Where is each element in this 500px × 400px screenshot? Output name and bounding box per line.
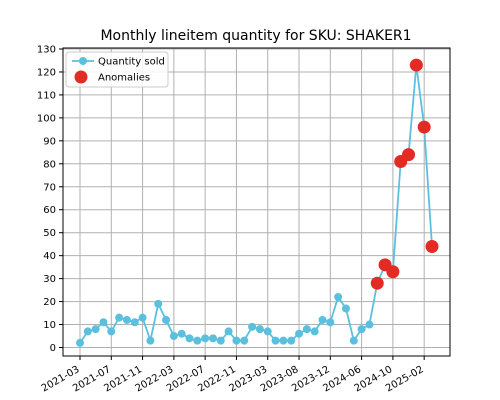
y-tick-label: 70	[43, 182, 56, 193]
y-tick-label: 120	[37, 67, 56, 78]
quantity-sold-point	[240, 336, 249, 345]
y-tick-label: 40	[43, 251, 56, 262]
quantity-sold-point	[138, 313, 147, 322]
y-tick-label: 10	[43, 320, 56, 331]
quantity-sold-point	[365, 320, 374, 329]
quantity-sold-point	[302, 325, 311, 334]
quantity-sold-point	[341, 304, 350, 313]
y-tick-label: 90	[43, 136, 56, 147]
quantity-sold-point	[169, 332, 178, 341]
anomaly-point	[402, 148, 416, 162]
quantity-sold-point	[201, 334, 210, 343]
quantity-sold-point	[287, 336, 296, 345]
y-tick-label: 50	[43, 228, 56, 239]
quantity-sold-point	[279, 336, 288, 345]
quantity-sold-point	[122, 315, 131, 324]
grid	[63, 48, 450, 356]
quantity-sold-point	[177, 329, 186, 338]
y-tick-label: 60	[43, 205, 56, 216]
legend-label-quantity-sold: Quantity sold	[98, 57, 165, 68]
y-tick-label: 130	[37, 45, 56, 56]
quantity-sold-point	[326, 318, 335, 327]
quantity-sold-point	[295, 329, 304, 338]
anomaly-point	[370, 276, 384, 290]
quantity-sold-point	[334, 292, 343, 301]
y-tick-label: 100	[37, 113, 56, 124]
quantity-sold-point	[91, 325, 100, 334]
anomaly-point	[425, 239, 439, 253]
y-tick-label: 20	[43, 297, 56, 308]
quantity-sold-point	[224, 327, 233, 336]
quantity-sold-point	[193, 336, 202, 345]
quantity-sold-point	[357, 325, 366, 334]
quantity-sold-point	[115, 313, 124, 322]
quantity-sold-point	[107, 327, 116, 336]
quantity-sold-point	[76, 338, 84, 347]
series-quantity-sold	[76, 61, 436, 347]
quantity-sold-point	[349, 336, 358, 345]
legend: Quantity sold Anomalies	[65, 51, 169, 88]
quantity-sold-point	[255, 325, 264, 334]
plot-area	[62, 47, 451, 357]
quantity-sold-point	[99, 318, 108, 327]
quantity-sold-point	[162, 315, 171, 324]
quantity-sold-point	[216, 336, 225, 345]
quantity-sold-point	[130, 318, 139, 327]
quantity-sold-point	[248, 322, 257, 331]
quantity-sold-point	[232, 336, 241, 345]
quantity-sold-point	[185, 334, 194, 343]
quantity-sold-point	[146, 336, 155, 345]
y-tick-label: 0	[50, 343, 56, 354]
legend-marker-anomalies	[74, 70, 88, 84]
y-axis: 0 10 20 30 40 50 60 70 80 90 100 110 120 130	[37, 45, 63, 354]
quantity-sold-point	[310, 327, 319, 336]
quantity-sold-point	[318, 315, 327, 324]
chart-title: Monthly lineitem quantity for SKU: SHAKE…	[100, 28, 411, 44]
legend-label-anomalies: Anomalies	[98, 73, 150, 84]
quantity-sold-point	[271, 336, 280, 345]
legend-marker-quantity-sold	[79, 57, 87, 65]
quantity-sold-line	[79, 64, 433, 344]
anomaly-point	[386, 265, 400, 279]
series-anomalies	[370, 58, 439, 290]
anomaly-point	[409, 58, 423, 72]
quantity-sold-point	[208, 334, 217, 343]
y-tick-label: 30	[43, 274, 56, 285]
x-axis: 2021-032021-072021-112022-032022-072022-…	[40, 356, 426, 394]
y-tick-label: 80	[43, 159, 56, 170]
quantity-sold-point	[154, 299, 163, 308]
quantity-sold-point	[83, 327, 92, 336]
quantity-sold-point	[263, 327, 272, 336]
y-tick-label: 110	[37, 90, 56, 101]
anomaly-point	[417, 120, 431, 134]
